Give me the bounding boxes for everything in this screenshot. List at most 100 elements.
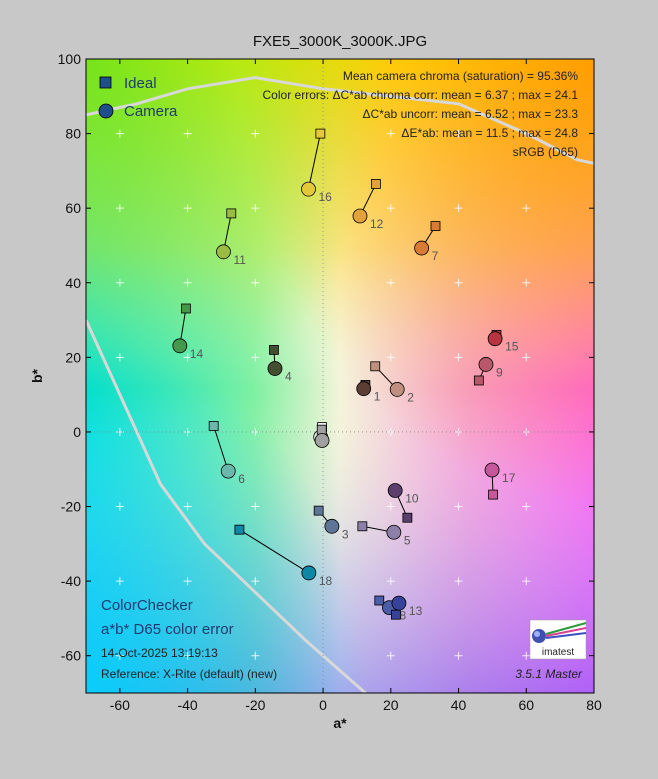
y-tick-label: 0 — [73, 424, 81, 440]
y-tick-label: 60 — [65, 200, 81, 216]
grid-cross — [454, 502, 463, 511]
grid-cross — [183, 204, 192, 213]
camera-point — [386, 524, 402, 540]
camera-point — [220, 463, 236, 479]
grid-cross — [454, 353, 463, 362]
ideal-point — [488, 489, 498, 500]
grid-cross — [183, 651, 192, 660]
ideal-point — [357, 521, 368, 532]
x-tick-label: -60 — [110, 697, 130, 713]
patch-label: 7 — [432, 249, 439, 263]
grid-cross — [386, 278, 395, 287]
grid-cross — [454, 577, 463, 586]
y-tick-label: -40 — [61, 573, 81, 589]
patch-label: 2 — [407, 390, 414, 404]
legend: Ideal Camera — [98, 75, 178, 120]
y-tick-label: -60 — [61, 648, 81, 664]
y-tick-label: 40 — [65, 275, 81, 291]
patch-label: 5 — [404, 533, 411, 547]
legend-camera-marker — [98, 103, 114, 119]
camera-point — [352, 208, 368, 224]
ideal-point — [181, 303, 191, 314]
camera-point — [414, 240, 430, 256]
x-tick-label: 40 — [451, 697, 467, 713]
ideal-point — [430, 221, 441, 231]
patch-label: 6 — [238, 472, 245, 486]
grid-cross — [522, 129, 531, 138]
camera-point — [389, 382, 405, 397]
camera-point — [314, 433, 330, 448]
x-axis-label: a* — [333, 715, 347, 731]
camera-point — [324, 518, 340, 534]
ideal-point — [313, 505, 324, 516]
grid-cross — [522, 353, 531, 362]
stat-uncorr: ΔC*ab uncorr: mean = 6.52 ; max = 23.3 — [363, 107, 579, 121]
camera-point — [301, 181, 316, 197]
info-version: 3.5.1 Master — [515, 667, 583, 681]
grid-cross — [386, 204, 395, 213]
grid-cross — [454, 278, 463, 287]
grid-cross — [183, 278, 192, 287]
grid-cross — [251, 651, 260, 660]
plot-background — [86, 59, 594, 693]
stat-chroma: Mean camera chroma (saturation) = 95.36% — [343, 69, 578, 83]
error-line — [213, 425, 229, 472]
legend-camera-label: Camera — [124, 103, 178, 120]
info-reference: Reference: X-Rite (default) (new) — [101, 667, 277, 681]
camera-point — [484, 462, 500, 478]
grid-cross — [386, 353, 395, 362]
grid-cross — [386, 577, 395, 586]
patch-label: 15 — [505, 340, 519, 354]
patch-label: 17 — [502, 471, 516, 485]
patch-label: 18 — [319, 574, 333, 588]
camera-point — [478, 357, 494, 372]
x-tick-label: 80 — [586, 697, 602, 713]
patch-label: 4 — [285, 370, 292, 384]
ideal-point — [374, 595, 385, 606]
error-line — [239, 529, 310, 574]
camera-point — [216, 244, 231, 260]
patch-label: 12 — [370, 217, 384, 231]
info-date: 14-Oct-2025 13:19:13 — [101, 646, 218, 660]
ideal-point — [234, 524, 245, 535]
legend-ideal-label: Ideal — [124, 75, 157, 92]
grid-cross — [386, 129, 395, 138]
srgb-gamut-boundary — [86, 76, 594, 693]
stat-delta-e: ΔE*ab: mean = 11.5 ; max = 24.8 — [401, 126, 578, 140]
gamut-curve — [86, 319, 368, 693]
y-tick-label: -20 — [61, 499, 81, 515]
grid-cross — [454, 651, 463, 660]
patch-label: 9 — [496, 365, 503, 379]
y-tick-label: 20 — [65, 349, 81, 365]
patch-label: 3 — [342, 527, 349, 541]
patch-label: 8 — [399, 609, 406, 623]
grid-cross — [115, 129, 124, 138]
ideal-point — [402, 512, 413, 523]
grid-cross — [251, 353, 260, 362]
grid-cross — [251, 427, 260, 436]
info-title: ColorChecker — [101, 597, 193, 614]
grid-cross — [386, 502, 395, 511]
patch-label: 13 — [409, 604, 423, 618]
grid-cross — [115, 577, 124, 586]
grid-cross — [251, 577, 260, 586]
grid-cross — [522, 204, 531, 213]
ideal-point — [208, 421, 219, 431]
imatest-logo: imatest — [529, 619, 587, 660]
grid-cross — [386, 651, 395, 660]
camera-point — [172, 338, 188, 354]
chart-title: FXE5_3000K_3000K.JPG — [253, 33, 427, 50]
y-tick-label: 80 — [65, 126, 81, 142]
patch-label: 11 — [233, 253, 246, 267]
grid-cross — [183, 502, 192, 511]
camera-point — [356, 381, 372, 397]
gamut-curve — [86, 76, 594, 165]
camera-point — [267, 361, 283, 376]
error-stats: Mean camera chroma (saturation) = 95.36%… — [263, 69, 579, 159]
grid-cross — [115, 651, 124, 660]
grid-cross — [115, 278, 124, 287]
grid-cross — [251, 278, 260, 287]
grid-cross — [251, 129, 260, 138]
